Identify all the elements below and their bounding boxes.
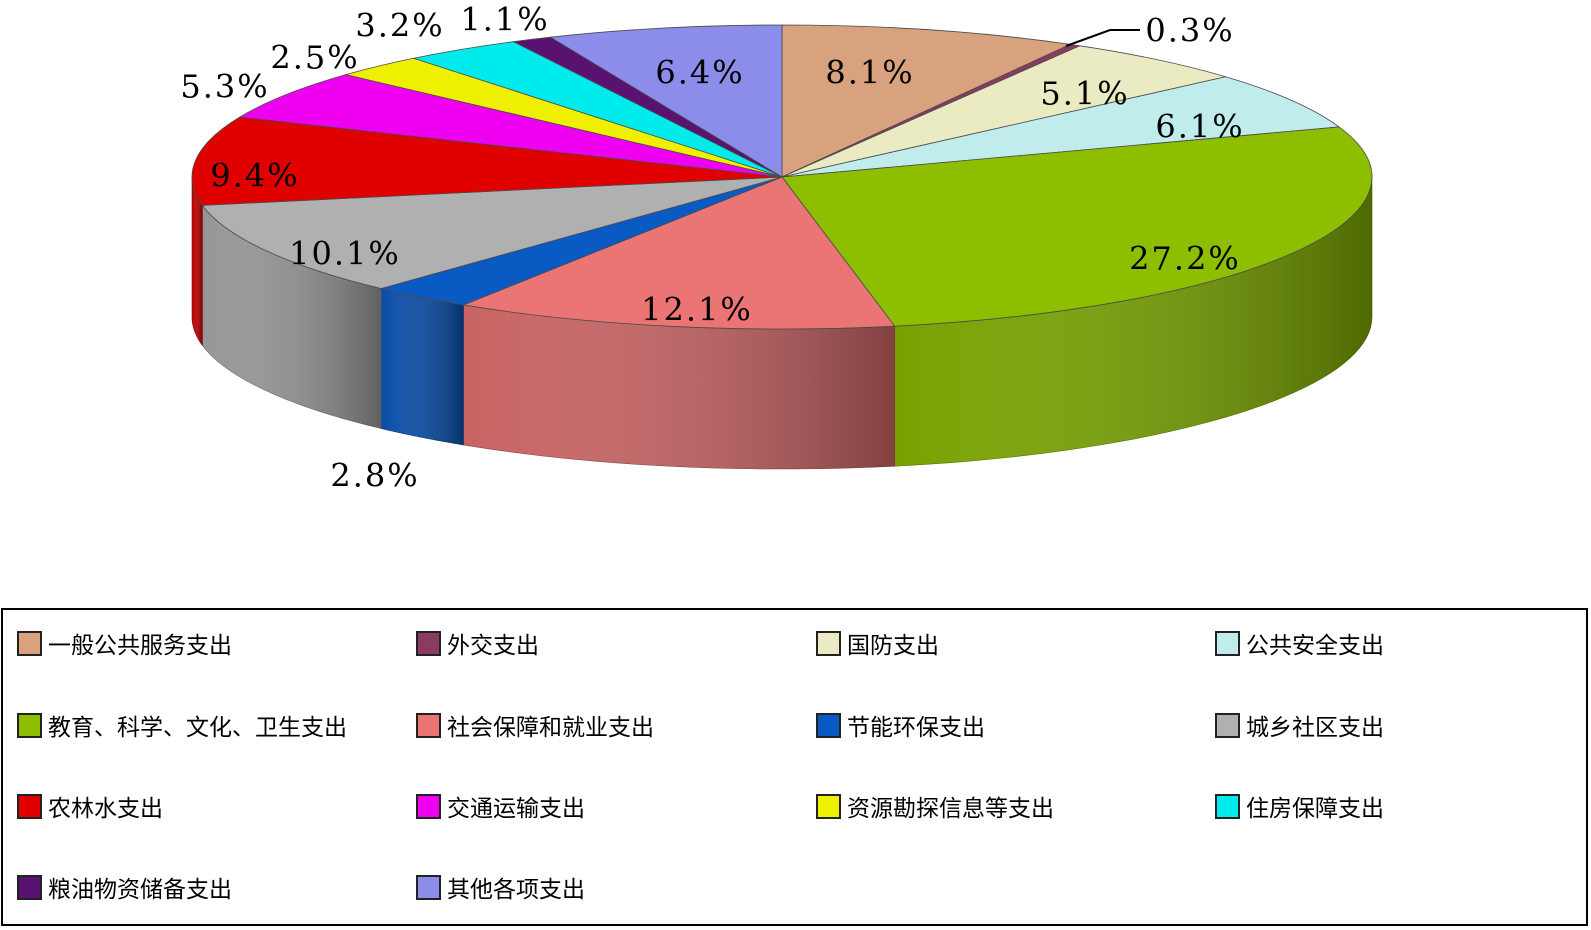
slice-9-side-shade	[192, 177, 203, 346]
legend-swatch	[17, 712, 42, 738]
legend-swatch	[816, 630, 841, 656]
slice-4-top	[781, 76, 1341, 178]
slice-14-value-label: 6.4%	[655, 54, 744, 92]
slice-4-value-label: 6.1%	[1155, 108, 1244, 146]
legend-label: 粮油物资储备支出	[48, 877, 232, 903]
legend-swatch	[1215, 712, 1240, 738]
slice-7-side-shade	[381, 288, 464, 445]
slice-6-top	[461, 176, 896, 330]
slice-5-top	[781, 126, 1373, 327]
legend-swatch	[416, 712, 441, 738]
legend-swatch	[17, 793, 42, 819]
slice-10-value-label: 5.3%	[180, 68, 269, 106]
slice-8-top	[201, 176, 783, 289]
legend-label: 城乡社区支出	[1246, 715, 1384, 741]
legend-label: 资源勘探信息等支出	[847, 796, 1054, 822]
legend-label: 外交支出	[447, 633, 539, 659]
legend-label: 农林水支出	[48, 796, 163, 822]
legend-swatch	[416, 874, 441, 900]
legend-swatch	[17, 630, 42, 656]
slice-3-top	[781, 45, 1228, 178]
legend-label: 交通运输支出	[447, 796, 585, 822]
slice-5-value-label: 27.2%	[1129, 240, 1241, 278]
legend-item: 国防支出	[816, 628, 939, 659]
slice-2-leader-line	[1065, 29, 1140, 47]
chart-legend: 一般公共服务支出 外交支出 国防支出 公共安全支出教育、科学、文化、卫生支出 社会保障和…	[1, 608, 1588, 926]
legend-item: 资源勘探信息等支出	[816, 791, 1054, 822]
slice-3-value-label: 5.1%	[1040, 75, 1129, 113]
slice-6-side-shade	[463, 304, 895, 469]
slice-7-value-label: 2.8%	[330, 457, 419, 495]
legend-swatch	[1215, 793, 1240, 819]
slice-5-side-shade	[894, 177, 1372, 467]
pie-data-labels: 8.1% 0.3% 5.1% 6.1% 27.2% 12.1% 2.8% 10.1% 9.4% 5…	[180, 1, 1244, 495]
slice-12-value-label: 3.2%	[355, 7, 444, 45]
legend-label: 国防支出	[847, 633, 939, 659]
pie-side-walls	[191, 176, 1373, 470]
legend-label: 节能环保支出	[847, 715, 985, 741]
legend-item: 社会保障和就业支出	[416, 710, 654, 741]
slice-13-value-label: 1.1%	[460, 1, 549, 39]
slice-11-value-label: 2.5%	[270, 39, 359, 77]
legend-item: 其他各项支出	[416, 872, 585, 903]
slice-10-top	[238, 74, 783, 178]
legend-item: 一般公共服务支出	[17, 628, 232, 659]
slice-6-value-label: 12.1%	[641, 291, 753, 329]
slice-8-side-shade	[202, 205, 382, 429]
legend-label: 一般公共服务支出	[48, 633, 232, 659]
slice-9-value-label: 9.4%	[210, 157, 299, 195]
legend-label: 社会保障和就业支出	[447, 715, 654, 741]
legend-swatch	[416, 630, 441, 656]
legend-swatch	[17, 874, 42, 900]
slice-1-top	[781, 24, 1072, 178]
legend-item: 住房保障支出	[1215, 791, 1384, 822]
slice-1-value-label: 8.1%	[825, 54, 914, 92]
legend-swatch	[816, 712, 841, 738]
legend-swatch	[416, 793, 441, 819]
slice-8-value-label: 10.1%	[289, 235, 401, 273]
legend-item: 交通运输支出	[416, 791, 585, 822]
legend-label: 公共安全支出	[1246, 633, 1384, 659]
slice-2-value-label: 0.3%	[1145, 12, 1234, 50]
pie-chart: 8.1% 0.3% 5.1% 6.1% 27.2% 12.1% 2.8% 10.1% 9.4% 5…	[180, 1, 1373, 495]
legend-item: 公共安全支出	[1215, 628, 1384, 659]
legend-item: 外交支出	[416, 628, 539, 659]
legend-swatch	[1215, 630, 1240, 656]
legend-label: 教育、科学、文化、卫生支出	[48, 715, 347, 741]
legend-swatch	[816, 793, 841, 819]
legend-item: 农林水支出	[17, 791, 163, 822]
legend-item: 教育、科学、文化、卫生支出	[17, 710, 347, 741]
legend-label: 住房保障支出	[1246, 796, 1384, 822]
slice-9-top	[191, 116, 783, 206]
legend-item: 节能环保支出	[816, 710, 985, 741]
legend-item: 城乡社区支出	[1215, 710, 1384, 741]
slice-14-top	[549, 24, 783, 178]
legend-item: 粮油物资储备支出	[17, 872, 232, 903]
pie-top-faces	[191, 24, 1373, 330]
legend-label: 其他各项支出	[447, 877, 585, 903]
